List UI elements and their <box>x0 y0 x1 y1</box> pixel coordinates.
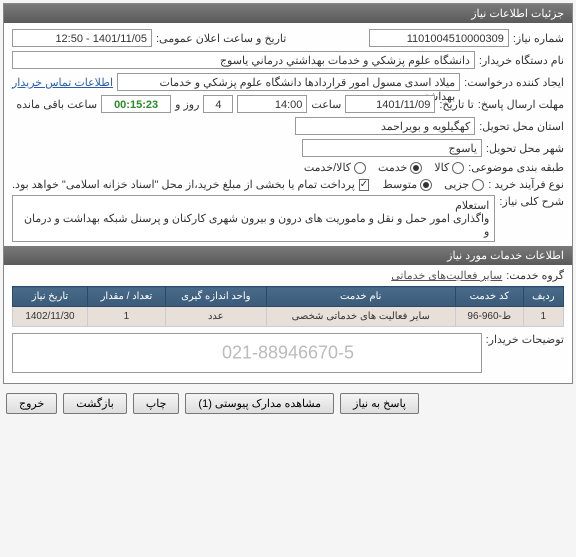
city-field: ياسوج <box>302 139 482 157</box>
attachments-button[interactable]: مشاهده مدارک پیوستی (1) <box>185 393 334 414</box>
button-bar: پاسخ به نیاز مشاهده مدارک پیوستی (1) چاپ… <box>0 387 576 420</box>
radio-small-label: جزیی <box>444 178 469 191</box>
buyer-label: نام دستگاه خریدار: <box>479 54 564 67</box>
panel-title: جزئیات اطلاعات نیاز <box>4 4 572 23</box>
need-number-field: 1101004510000309 <box>369 29 509 47</box>
buyer-field: دانشگاه علوم پزشكي و خدمات بهداشتي درمان… <box>12 51 475 69</box>
radio-goods-label: کالا <box>434 161 449 174</box>
remaining-label: ساعت باقی مانده <box>16 98 97 111</box>
radio-service[interactable]: خدمت <box>378 161 422 174</box>
cell-code: ط-960-96 <box>455 307 523 327</box>
table-row: 1 ط-960-96 سایر فعالیت های خدماتی شخصی ع… <box>13 307 564 327</box>
requester-label: ایجاد کننده درخواست: <box>464 76 564 89</box>
day-and-label: روز و <box>175 98 199 111</box>
services-table: ردیف کد خدمت نام خدمت واحد اندازه گیری ت… <box>12 286 564 327</box>
days-field: 4 <box>203 95 233 113</box>
radio-icon <box>410 162 422 174</box>
desc-textarea: استعلام واگذاری امور حمل و نقل و ماموریت… <box>12 195 495 242</box>
th-unit: واحد اندازه گیری <box>165 287 266 307</box>
group-label: گروه خدمت: <box>506 269 564 282</box>
treasury-checkbox[interactable] <box>359 179 369 191</box>
need-number-label: شماره نیاز: <box>513 32 564 45</box>
exit-button[interactable]: خروج <box>6 393 57 414</box>
need-info-panel: جزئیات اطلاعات نیاز شماره نیاز: 11010045… <box>3 3 573 384</box>
radio-icon <box>472 179 484 191</box>
contact-link[interactable]: اطلاعات تماس خریدار <box>12 76 113 89</box>
requester-field: میلاد اسدی مسول امور قراردادها دانشگاه ع… <box>117 73 460 91</box>
announce-label: تاریخ و ساعت اعلان عمومی: <box>156 32 286 45</box>
cell-name: سایر فعالیت های خدماتی شخصی <box>266 307 455 327</box>
notes-label: توضیحات خریدار: <box>486 333 564 346</box>
process-radio-group: جزیی متوسط <box>383 178 485 191</box>
back-button[interactable]: بازگشت <box>63 393 127 414</box>
radio-icon <box>452 162 464 174</box>
reply-button[interactable]: پاسخ به نیاز <box>340 393 419 414</box>
cell-num: 1 <box>523 307 563 327</box>
cell-unit: عدد <box>165 307 266 327</box>
city-label: شهر محل تحویل: <box>486 142 564 155</box>
deadline-time-field: 14:00 <box>237 95 307 113</box>
radio-goods-service[interactable]: کالا/خدمت <box>304 161 366 174</box>
category-label: طبقه بندی موضوعی: <box>468 161 564 174</box>
group-link[interactable]: سایر فعالیت‌های خدماتی <box>391 269 502 282</box>
services-subheader: اطلاعات خدمات مورد نیاز <box>4 246 572 265</box>
radio-icon <box>354 162 366 174</box>
countdown-timer: 00:15:23 <box>101 95 171 113</box>
radio-goods[interactable]: کالا <box>434 161 464 174</box>
desc-label: شرح کلی نیاز: <box>499 195 564 208</box>
deadline-label: مهلت ارسال پاسخ: <box>478 98 564 111</box>
deadline-date-field: 1401/11/09 <box>345 95 435 113</box>
cell-date: 1402/11/30 <box>13 307 88 327</box>
radio-icon <box>420 179 432 191</box>
th-row: ردیف <box>523 287 563 307</box>
th-date: تاریخ نیاز <box>13 287 88 307</box>
payment-label: پرداخت تمام یا بخشی از مبلغ خرید،از محل … <box>12 178 355 191</box>
radio-medium[interactable]: متوسط <box>383 178 433 191</box>
th-qty: تعداد / مقدار <box>87 287 165 307</box>
category-radio-group: کالا خدمت کالا/خدمت <box>304 161 464 174</box>
radio-small[interactable]: جزیی <box>444 178 484 191</box>
notes-textarea <box>12 333 482 373</box>
process-label: نوع فرآیند خرید : <box>488 178 564 191</box>
until-label: تا تاریخ: <box>439 98 473 111</box>
cell-qty: 1 <box>87 307 165 327</box>
announce-field: 1401/11/05 - 12:50 <box>12 29 152 47</box>
time-label: ساعت <box>311 98 341 111</box>
th-name: نام خدمت <box>266 287 455 307</box>
radio-goodsservice-label: کالا/خدمت <box>304 161 351 174</box>
province-label: استان محل تحویل: <box>479 120 564 133</box>
province-field: كهگيلويه و بويراحمد <box>295 117 475 135</box>
th-code: کد خدمت <box>455 287 523 307</box>
print-button[interactable]: چاپ <box>133 393 180 414</box>
radio-service-label: خدمت <box>378 161 407 174</box>
radio-medium-label: متوسط <box>383 178 418 191</box>
